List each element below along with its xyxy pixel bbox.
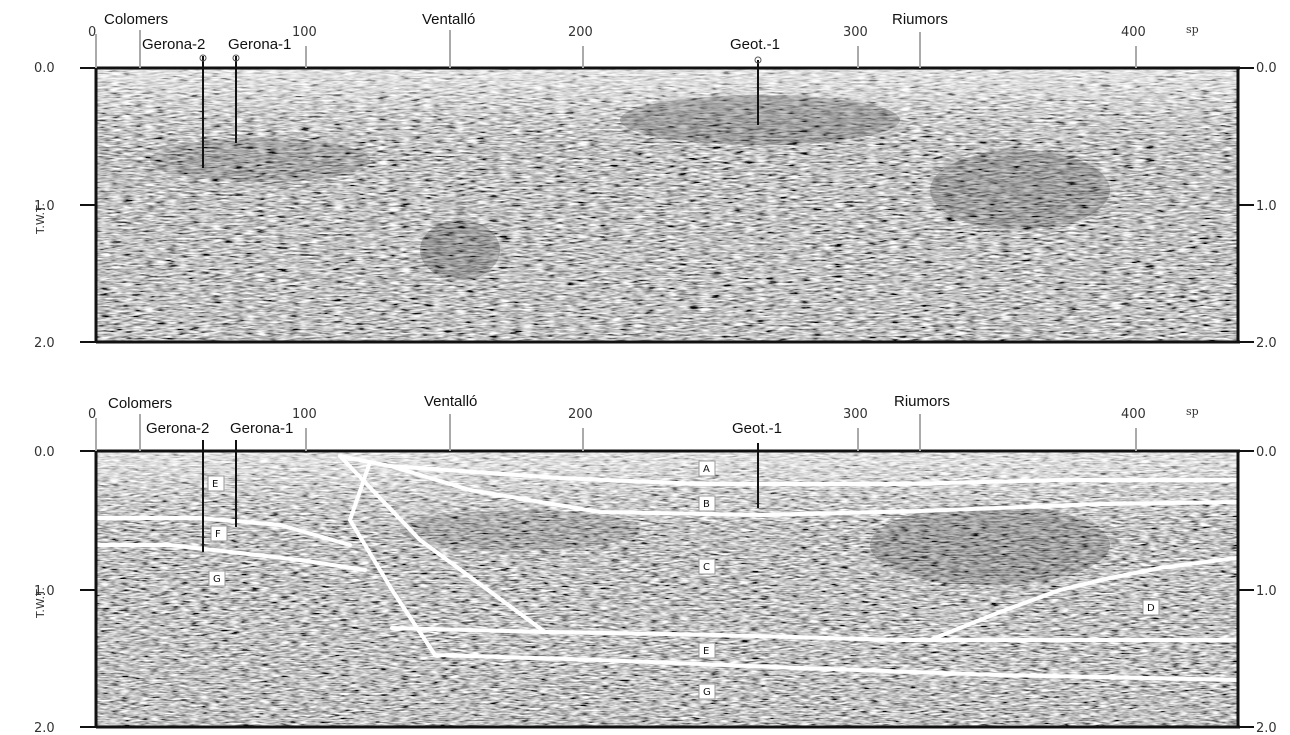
- unit-d-label: D: [1142, 599, 1160, 616]
- unit-a-label: A: [698, 460, 716, 477]
- top-x-unit-label: sp: [1186, 23, 1199, 36]
- unit-f-left-label: F: [210, 525, 228, 542]
- top-y-tick-label-right: 0.0: [1256, 61, 1277, 76]
- bottom-label-geot1: Geot.-1: [732, 420, 782, 437]
- top-y-tick-label: 0.0: [34, 61, 55, 76]
- unit-g-main-label: G: [698, 683, 716, 700]
- top-label-ventallo: Ventalló: [422, 11, 475, 28]
- bottom-label-colomers: Colomers: [108, 395, 172, 412]
- bottom-seismic-fade: [96, 451, 1238, 726]
- bottom-dark-zone: [870, 505, 1110, 585]
- bottom-x-tick-label: 300: [843, 407, 868, 422]
- top-x-tick-label: 0: [88, 25, 96, 40]
- top-label-gerona1: Gerona-1: [228, 36, 291, 53]
- unit-g-left-text: G: [213, 574, 221, 585]
- horizon-e-base: [433, 653, 1238, 682]
- fault-main: [338, 454, 547, 634]
- top-y-tick-label-right: 2.0: [1256, 336, 1277, 351]
- top-label-riumors: Riumors: [892, 11, 948, 28]
- bottom-y-tick-label: 2.0: [34, 721, 55, 735]
- interpretation-horizons: [94, 454, 1238, 682]
- bottom-dark-zone: [400, 510, 640, 550]
- top-y-tick-label: 2.0: [34, 336, 55, 351]
- bottom-y-tick-label-right: 1.0: [1256, 584, 1277, 599]
- unit-e-left-text: E: [212, 479, 218, 490]
- top-x-tick-label: 300: [843, 25, 868, 40]
- unit-e-main-label: E: [698, 642, 716, 659]
- top-well-head: [199, 54, 207, 62]
- unit-labels: A B C D E E F: [207, 460, 1160, 700]
- bottom-label-ventallo: Ventalló: [424, 393, 477, 410]
- unit-e-left-label: E: [207, 475, 225, 492]
- unit-g-left-label: G: [208, 570, 226, 587]
- bottom-label-gerona1: Gerona-1: [230, 420, 293, 437]
- top-label-colomers: Colomers: [104, 11, 168, 28]
- horizon-e-top: [390, 626, 547, 634]
- bottom-x-tick-label: 0: [88, 407, 96, 422]
- top-seismic-section: 0 100 200 300 400 sp 0.0 1.0 2.0 0.0 1.0…: [34, 11, 1277, 351]
- bottom-x-tick-label: 200: [568, 407, 593, 422]
- unit-d-text: D: [1147, 603, 1155, 614]
- top-dark-zone: [420, 220, 500, 280]
- unit-b-label: B: [698, 495, 716, 512]
- bottom-seismic-section: A B C D E E F: [34, 393, 1277, 735]
- bottom-y-tick-label: 1.0: [34, 584, 55, 599]
- unit-f-left-text: F: [215, 529, 221, 540]
- top-label-gerona2: Gerona-2: [142, 36, 205, 53]
- bottom-label-gerona2: Gerona-2: [146, 420, 209, 437]
- top-y-axis-title: T.W.T.: [34, 203, 47, 235]
- top-x-tick-label: 400: [1121, 25, 1146, 40]
- bottom-y-axis-title: T.W.T.: [34, 587, 47, 619]
- horizon-b-base: [388, 464, 1238, 517]
- bottom-y-tick-label-right: 2.0: [1256, 721, 1277, 735]
- bottom-y-tick-label-right: 0.0: [1256, 445, 1277, 460]
- top-x-tick-label: 100: [292, 25, 317, 40]
- horizon-left-top: [94, 516, 352, 547]
- bottom-label-riumors: Riumors: [894, 393, 950, 410]
- unit-b-text: B: [703, 499, 710, 510]
- top-well-head: [232, 54, 240, 62]
- top-y-tick-label: 1.0: [34, 199, 55, 214]
- top-label-geot1: Geot.-1: [730, 36, 780, 53]
- bottom-x-tick-label: 400: [1121, 407, 1146, 422]
- bottom-y-tick-label: 0.0: [34, 445, 55, 460]
- horizon-left-mid: [94, 543, 367, 572]
- top-dark-zone: [930, 150, 1110, 230]
- top-y-tick-label-right: 1.0: [1256, 199, 1277, 214]
- unit-e-main-text: E: [703, 646, 709, 657]
- unit-g-main-text: G: [703, 687, 711, 698]
- top-seismic-fade: [96, 68, 1238, 342]
- bottom-x-unit-label: sp: [1186, 405, 1199, 418]
- unit-c-main-text: C: [703, 562, 710, 573]
- horizon-c-base: [543, 630, 1238, 642]
- bottom-x-tick-label: 100: [292, 407, 317, 422]
- unit-c-main-label: C: [698, 558, 716, 575]
- top-dark-zone: [150, 138, 370, 182]
- top-well-head: [754, 56, 762, 64]
- unit-a-text: A: [703, 464, 710, 475]
- fault-secondary: [348, 460, 437, 657]
- top-x-tick-label: 200: [568, 25, 593, 40]
- top-dark-zone: [620, 95, 900, 145]
- horizon-d-top: [928, 556, 1238, 642]
